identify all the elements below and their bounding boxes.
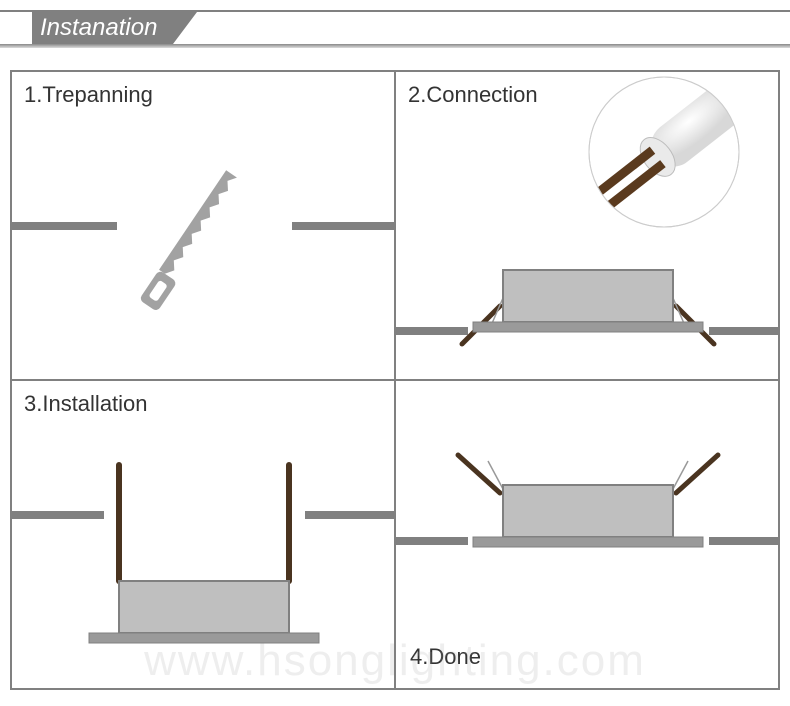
step-4-label: 4.Done [410,644,481,670]
header-bottom-line [0,44,790,48]
step-1: 1.Trepanning [11,71,395,380]
header-title: Instanation [32,12,173,44]
connection-diagram [396,72,779,380]
step-1-label: 1.Trepanning [24,82,153,108]
step-3: 3.Installation [11,380,395,689]
steps-grid: 1.Trepanning 2.Connection [10,70,780,690]
step-3-label: 3.Installation [24,391,148,417]
done-diagram [396,381,779,689]
installation-diagram [12,381,395,689]
step-4: 4.Done [395,380,779,689]
step-2: 2.Connection [395,71,779,380]
header: Instanation [0,0,790,56]
trepanning-diagram [12,72,395,380]
step-2-label: 2.Connection [408,82,538,108]
